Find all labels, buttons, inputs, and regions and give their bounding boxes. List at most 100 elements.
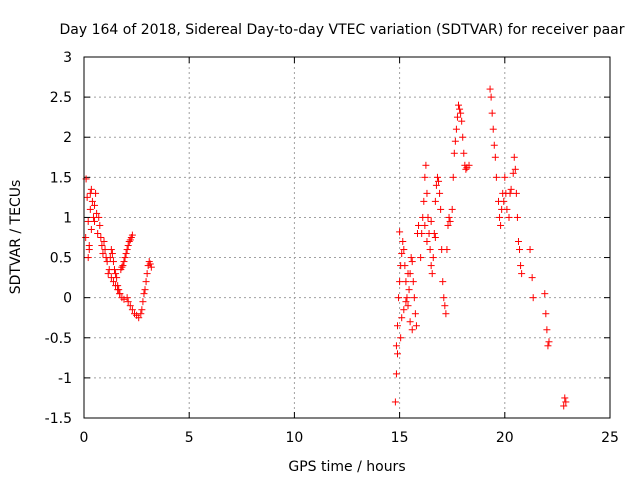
data-point [91, 217, 99, 225]
data-point [542, 310, 550, 318]
data-point [514, 238, 522, 246]
data-point [439, 278, 447, 286]
data-point [399, 238, 407, 246]
data-point [496, 213, 504, 221]
data-point [526, 246, 534, 254]
data-point [429, 254, 437, 262]
data-point [427, 217, 435, 225]
data-point [511, 165, 519, 173]
data-point [455, 101, 463, 109]
data-point [107, 274, 115, 282]
data-point [492, 173, 500, 181]
data-point [516, 246, 524, 254]
data-point [106, 254, 114, 262]
y-tick-label: 2 [63, 130, 72, 146]
data-point [118, 263, 126, 271]
data-point [562, 398, 570, 406]
data-point [122, 250, 130, 258]
data-point [420, 197, 428, 205]
data-point [509, 169, 517, 177]
data-point [109, 258, 117, 266]
data-point [87, 185, 95, 193]
data-point [432, 181, 440, 189]
data-point [402, 298, 410, 306]
data-point [116, 290, 124, 298]
data-point [418, 229, 426, 237]
data-point [408, 258, 416, 266]
data-point [411, 310, 419, 318]
data-point [101, 246, 109, 254]
data-point [96, 221, 104, 229]
data-point [488, 109, 496, 117]
data-point [84, 254, 92, 262]
data-point [139, 298, 147, 306]
data-point [489, 125, 497, 133]
data-point [543, 326, 551, 334]
data-point [422, 161, 430, 169]
data-point [107, 246, 115, 254]
data-point [503, 205, 511, 213]
data-point [459, 133, 467, 141]
data-point [431, 234, 439, 241]
data-point [449, 173, 457, 181]
data-point [396, 228, 404, 236]
data-point [415, 221, 423, 229]
data-point [400, 246, 408, 254]
data-point [462, 165, 470, 173]
axis-ticks [83, 56, 611, 419]
data-point [444, 221, 452, 229]
data-point [517, 262, 525, 270]
y-tick-label: 3 [63, 50, 72, 66]
data-point [513, 213, 521, 221]
data-point [460, 149, 468, 157]
data-point [487, 93, 495, 101]
data-point [87, 225, 95, 233]
y-tick-label: 0.5 [50, 251, 72, 267]
data-point [406, 318, 414, 326]
data-point [421, 173, 429, 181]
data-point [393, 350, 401, 358]
grid-lines [84, 57, 610, 418]
data-point [453, 113, 461, 121]
data-points [82, 85, 570, 410]
data-point [97, 234, 105, 241]
data-point [98, 242, 106, 250]
plot-frame [83, 56, 611, 419]
y-tick-label: -1 [58, 371, 72, 387]
data-point [109, 278, 117, 286]
data-point [500, 197, 508, 205]
y-tick-label: 1.5 [50, 170, 72, 186]
data-point [436, 189, 444, 197]
data-point [497, 221, 505, 229]
x-axis-label: GPS time / hours [288, 459, 405, 475]
data-point [443, 246, 451, 254]
data-point [140, 290, 148, 298]
data-point [491, 153, 499, 161]
y-tick-label: 1 [63, 210, 72, 226]
data-point [120, 258, 128, 266]
data-point [445, 213, 453, 221]
data-point [86, 189, 94, 197]
data-point [518, 270, 526, 278]
data-point [395, 294, 403, 302]
x-tick-label: 20 [496, 430, 514, 446]
data-point [88, 197, 96, 205]
data-point [404, 302, 412, 310]
data-point [446, 217, 454, 225]
data-point [506, 189, 514, 197]
data-point [401, 262, 409, 270]
data-point [403, 294, 411, 302]
data-point [507, 185, 515, 193]
data-point [137, 310, 145, 318]
data-point [501, 173, 509, 181]
data-point [111, 266, 119, 274]
data-point [391, 398, 399, 406]
data-point [510, 153, 518, 161]
data-point [465, 161, 473, 169]
data-point [426, 246, 434, 254]
data-point [410, 294, 418, 302]
data-point [121, 254, 129, 262]
data-point [435, 177, 443, 185]
data-point [396, 278, 404, 286]
